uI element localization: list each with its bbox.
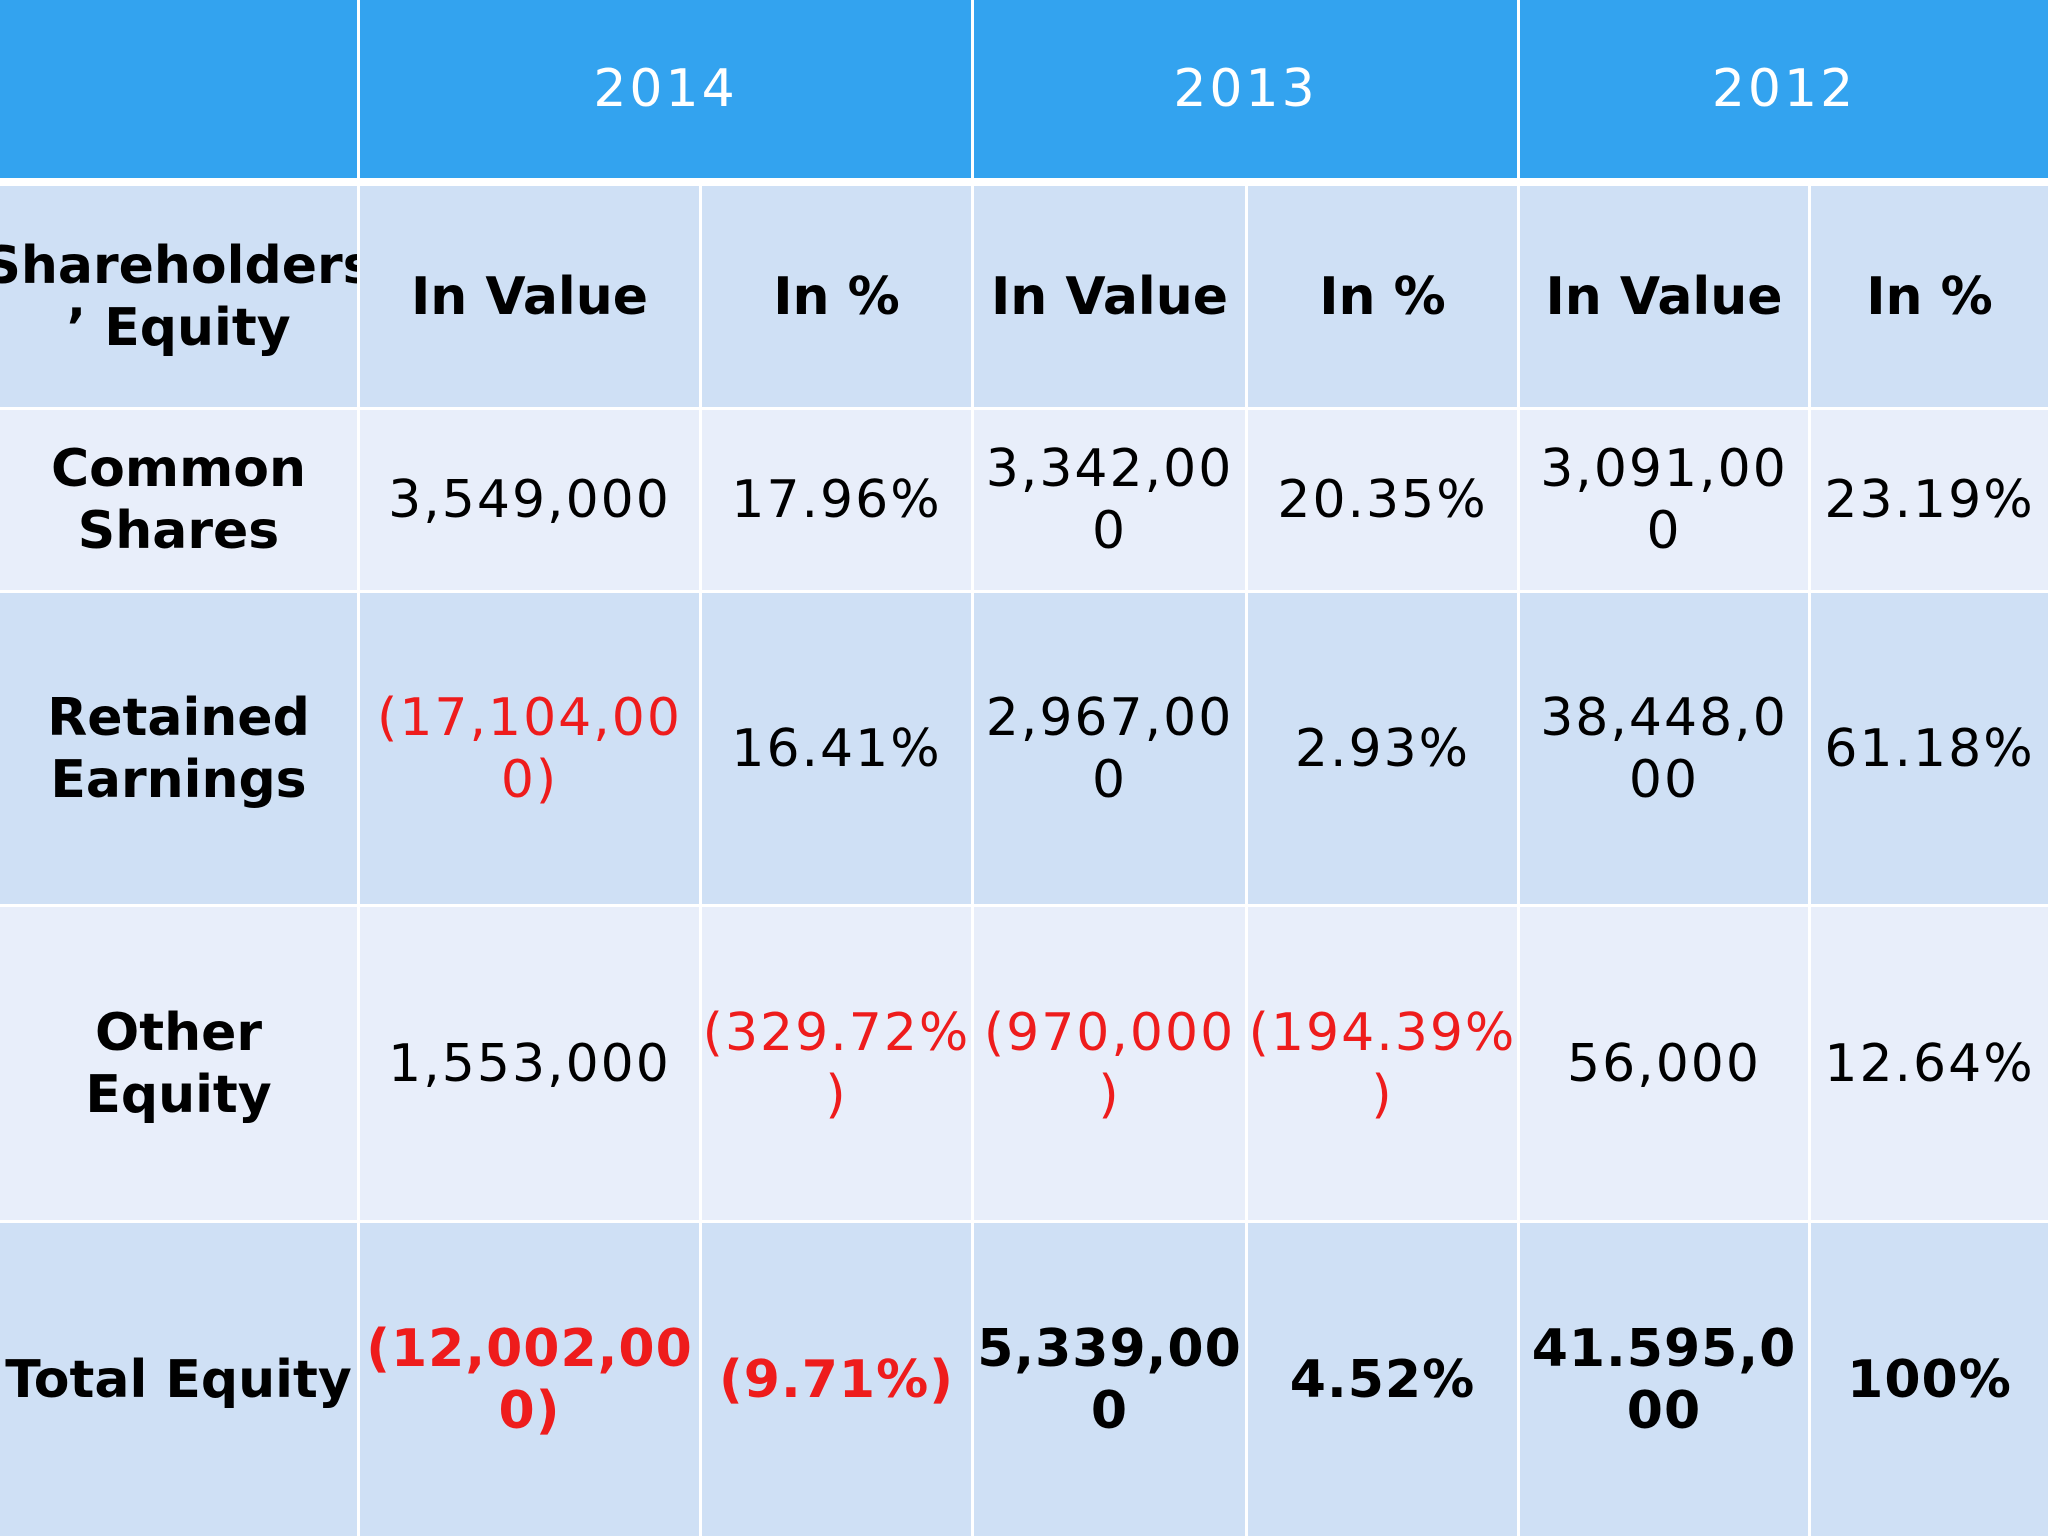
cell-value: (17,104,00 0) xyxy=(377,687,682,810)
cell-value: 20.35% xyxy=(1277,470,1488,530)
row-label-common-shares: Common Shares xyxy=(0,410,357,590)
cell-value: 4.52% xyxy=(1289,1349,1476,1410)
column-header-2012-percent: In % xyxy=(1811,186,2048,407)
table-cell: 1,553,000 xyxy=(360,907,699,1220)
row-label: Total Equity xyxy=(5,1349,352,1410)
column-label: In % xyxy=(1319,266,1446,327)
row-label: Shareholders ’ Equity xyxy=(0,235,357,358)
table-cell: 100% xyxy=(1811,1223,2048,1536)
table-cell: (194.39% ) xyxy=(1248,907,1517,1220)
cell-value: 23.19% xyxy=(1824,470,2035,530)
table-cell: 41.595,0 00 xyxy=(1520,1223,1808,1536)
cell-value: 3,342,00 0 xyxy=(985,439,1234,561)
cell-value: 56,000 xyxy=(1567,1033,1761,1094)
row-header-shareholders-equity: Shareholders ’ Equity xyxy=(0,186,357,407)
table-cell: 23.19% xyxy=(1811,410,2048,590)
cell-value: 2.93% xyxy=(1294,718,1471,779)
cell-value: (194.39% ) xyxy=(1248,1002,1517,1125)
table-cell: (9.71%) xyxy=(702,1223,971,1536)
table-cell: 56,000 xyxy=(1520,907,1808,1220)
cell-value: (329.72% ) xyxy=(702,1002,971,1125)
table-cell: 3,549,000 xyxy=(360,410,699,590)
cell-value: (9.71%) xyxy=(719,1349,954,1410)
cell-value: 12.64% xyxy=(1824,1033,2035,1094)
year-label: 2013 xyxy=(1173,59,1318,119)
row-label: Common Shares xyxy=(51,439,306,561)
year-label: 2012 xyxy=(1711,59,1857,119)
column-header-2013-percent: In % xyxy=(1248,186,1517,407)
row-label-other-equity: Other Equity xyxy=(0,907,357,1220)
cell-value: 61.18% xyxy=(1824,718,2035,779)
row-label: Retained Earnings xyxy=(47,687,310,810)
table-cell: 17.96% xyxy=(702,410,971,590)
cell-value: 100% xyxy=(1847,1349,2012,1410)
column-label: In Value xyxy=(990,266,1229,327)
column-label: In % xyxy=(1866,266,1993,327)
row-label-retained-earnings: Retained Earnings xyxy=(0,593,357,904)
column-label: In Value xyxy=(1545,266,1783,327)
cell-value: 5,339,00 0 xyxy=(977,1318,1242,1441)
column-header-2014-value: In Value xyxy=(360,186,699,407)
table-cell: 3,091,00 0 xyxy=(1520,410,1808,590)
cell-value: 17.96% xyxy=(731,470,942,530)
table-cell: 38,448,0 00 xyxy=(1520,593,1808,904)
table-cell: (17,104,00 0) xyxy=(360,593,699,904)
table-cell: 2,967,00 0 xyxy=(974,593,1245,904)
row-label: Other Equity xyxy=(85,1002,272,1125)
header-corner-cell xyxy=(0,0,357,178)
table-cell: 5,339,00 0 xyxy=(974,1223,1245,1536)
table-cell: (12,002,00 0) xyxy=(360,1223,699,1536)
cell-value: 3,549,000 xyxy=(388,470,671,530)
table-cell: 61.18% xyxy=(1811,593,2048,904)
table-cell: (970,000 ) xyxy=(974,907,1245,1220)
cell-value: 38,448,0 00 xyxy=(1540,687,1788,810)
column-header-2013-value: In Value xyxy=(974,186,1245,407)
table-cell: 2.93% xyxy=(1248,593,1517,904)
year-header-2013: 2013 xyxy=(974,0,1517,178)
cell-value: (970,000 ) xyxy=(983,1002,1236,1125)
column-header-2014-percent: In % xyxy=(702,186,971,407)
cell-value: (12,002,00 0) xyxy=(366,1318,693,1441)
cell-value: 3,091,00 0 xyxy=(1540,439,1788,561)
cell-value: 1,553,000 xyxy=(388,1033,671,1094)
table-cell: 3,342,00 0 xyxy=(974,410,1245,590)
column-label: In % xyxy=(773,266,900,327)
column-header-2012-value: In Value xyxy=(1520,186,1808,407)
cell-value: 16.41% xyxy=(731,718,942,779)
cell-value: 2,967,00 0 xyxy=(985,687,1234,810)
table-cell: (329.72% ) xyxy=(702,907,971,1220)
row-label-total-equity: Total Equity xyxy=(0,1223,357,1536)
table-cell: 16.41% xyxy=(702,593,971,904)
cell-value: 41.595,0 00 xyxy=(1531,1318,1797,1441)
year-label: 2014 xyxy=(593,59,738,119)
table-cell: 20.35% xyxy=(1248,410,1517,590)
table-cell: 12.64% xyxy=(1811,907,2048,1220)
year-header-2012: 2012 xyxy=(1520,0,2048,178)
table-cell: 4.52% xyxy=(1248,1223,1517,1536)
year-header-2014: 2014 xyxy=(360,0,971,178)
column-label: In Value xyxy=(410,266,649,327)
